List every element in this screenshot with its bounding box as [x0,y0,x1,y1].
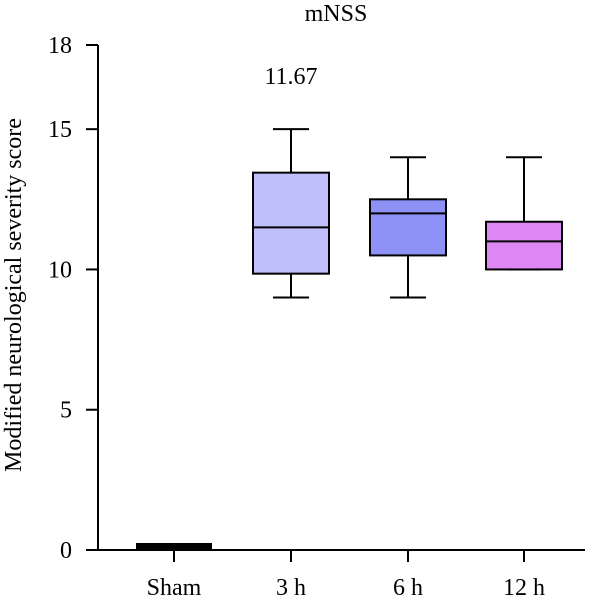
box-6-h [369,156,447,299]
x-tick-label: 3 h [276,575,306,598]
x-tick-label: 6 h [393,575,423,598]
box-body [252,171,330,275]
y-tick-label: 15 [48,117,72,143]
y-tick-label: 0 [60,538,72,564]
axes [97,45,585,551]
boxes [136,128,563,550]
x-ticks: Sham 3 h 6 h 12 h [147,550,545,598]
box-3-h [252,128,330,299]
box-body [136,542,212,550]
box-body [485,220,563,271]
y-tick-label: 18 [48,33,72,59]
x-tick-label: Sham [147,575,202,598]
box-body [369,198,447,257]
box-12-h [485,156,563,271]
box-sham [136,542,212,550]
chart-title: mNSS [305,1,368,27]
annotations: 11.67 [264,64,317,90]
x-tick-label: 12 h [503,575,545,598]
annotation-label: 11.67 [264,64,317,90]
y-ticks: 0 5 10 15 18 [48,33,98,564]
y-tick-label: 5 [60,398,72,424]
y-tick-label: 10 [48,257,72,283]
y-axis-label: Modified neurological severity score [1,118,27,472]
